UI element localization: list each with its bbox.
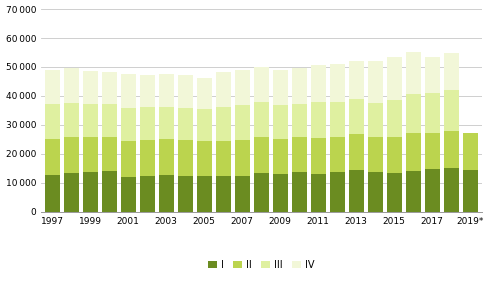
Bar bbox=[102, 137, 117, 171]
Bar bbox=[349, 99, 364, 134]
Bar bbox=[368, 103, 382, 137]
Bar bbox=[216, 107, 231, 140]
Bar bbox=[121, 141, 136, 177]
Bar bbox=[178, 75, 192, 108]
Bar bbox=[425, 57, 439, 93]
Bar bbox=[444, 131, 459, 168]
Bar bbox=[197, 78, 212, 109]
Bar bbox=[273, 139, 288, 174]
Bar bbox=[197, 141, 212, 175]
Bar bbox=[463, 170, 478, 212]
Bar bbox=[387, 137, 402, 173]
Bar bbox=[349, 169, 364, 212]
Bar bbox=[292, 68, 307, 104]
Bar bbox=[159, 175, 174, 212]
Bar bbox=[368, 61, 382, 103]
Bar bbox=[197, 175, 212, 212]
Bar bbox=[83, 71, 98, 104]
Bar bbox=[444, 53, 459, 90]
Bar bbox=[292, 172, 307, 212]
Bar bbox=[425, 169, 439, 212]
Bar bbox=[216, 72, 231, 107]
Bar bbox=[425, 133, 439, 169]
Bar bbox=[121, 177, 136, 212]
Bar bbox=[102, 171, 117, 212]
Bar bbox=[387, 100, 402, 137]
Bar bbox=[235, 140, 249, 176]
Bar bbox=[273, 105, 288, 139]
Bar bbox=[178, 175, 192, 212]
Bar bbox=[102, 72, 117, 104]
Legend: I, II, III, IV: I, II, III, IV bbox=[206, 258, 316, 272]
Bar bbox=[159, 74, 174, 107]
Bar bbox=[121, 108, 136, 141]
Bar bbox=[45, 175, 60, 212]
Bar bbox=[254, 173, 269, 212]
Bar bbox=[140, 107, 155, 140]
Bar bbox=[178, 108, 192, 140]
Bar bbox=[159, 107, 174, 140]
Bar bbox=[425, 93, 439, 133]
Bar bbox=[406, 171, 421, 212]
Bar bbox=[45, 139, 60, 175]
Bar bbox=[64, 173, 79, 212]
Bar bbox=[197, 109, 212, 141]
Bar bbox=[406, 133, 421, 171]
Bar bbox=[83, 172, 98, 212]
Bar bbox=[273, 70, 288, 105]
Bar bbox=[216, 176, 231, 212]
Bar bbox=[64, 103, 79, 137]
Bar bbox=[292, 104, 307, 137]
Bar bbox=[64, 137, 79, 173]
Bar bbox=[178, 140, 192, 175]
Bar bbox=[387, 173, 402, 212]
Bar bbox=[121, 74, 136, 108]
Bar bbox=[368, 137, 382, 172]
Bar bbox=[45, 69, 60, 104]
Bar bbox=[444, 90, 459, 131]
Bar bbox=[83, 137, 98, 172]
Bar bbox=[311, 65, 326, 102]
Bar bbox=[368, 172, 382, 212]
Bar bbox=[406, 52, 421, 95]
Bar bbox=[159, 140, 174, 175]
Bar bbox=[254, 102, 269, 137]
Bar bbox=[349, 62, 364, 99]
Bar bbox=[235, 69, 249, 105]
Bar bbox=[273, 174, 288, 212]
Bar bbox=[311, 174, 326, 212]
Bar bbox=[102, 104, 117, 137]
Bar bbox=[64, 68, 79, 103]
Bar bbox=[330, 64, 345, 102]
Bar bbox=[330, 102, 345, 137]
Bar bbox=[254, 137, 269, 173]
Bar bbox=[387, 57, 402, 100]
Bar bbox=[311, 138, 326, 174]
Bar bbox=[216, 140, 231, 176]
Bar bbox=[140, 76, 155, 107]
Bar bbox=[330, 172, 345, 212]
Bar bbox=[235, 105, 249, 140]
Bar bbox=[83, 104, 98, 137]
Bar bbox=[292, 137, 307, 172]
Bar bbox=[235, 176, 249, 212]
Bar bbox=[140, 175, 155, 212]
Bar bbox=[311, 102, 326, 138]
Bar bbox=[140, 140, 155, 175]
Bar bbox=[45, 104, 60, 139]
Bar bbox=[444, 168, 459, 212]
Bar bbox=[254, 67, 269, 102]
Bar bbox=[463, 133, 478, 170]
Bar bbox=[349, 134, 364, 169]
Bar bbox=[330, 137, 345, 172]
Bar bbox=[406, 95, 421, 133]
